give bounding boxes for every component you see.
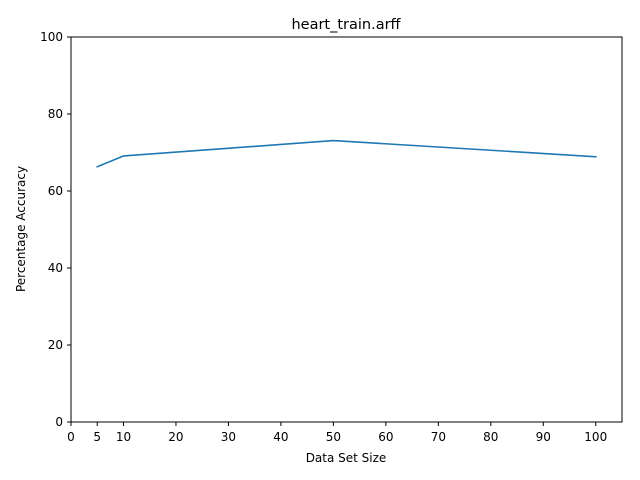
x-tick-label: 5 (93, 430, 101, 444)
x-tick-label: 60 (378, 430, 393, 444)
x-tick-label: 10 (116, 430, 131, 444)
y-tick-label: 100 (40, 30, 63, 44)
y-tick-label: 40 (48, 261, 63, 275)
x-axis-title: Data Set Size (306, 451, 387, 465)
x-tick-label: 20 (168, 430, 183, 444)
y-tick-label: 80 (48, 107, 63, 121)
x-tick-label: 40 (273, 430, 288, 444)
y-tick-label: 20 (48, 338, 63, 352)
x-tick-label: 90 (536, 430, 551, 444)
y-tick-label: 0 (55, 415, 63, 429)
plot-layer (96, 139, 597, 168)
axes-layer: 0 5 10 20 30 40 50 60 70 80 90 100 0 20 40 60 80 100 (40, 30, 623, 444)
x-tick-label: 70 (431, 430, 446, 444)
plot-frame (70, 36, 623, 423)
chart-title: heart_train.arff (291, 17, 401, 33)
x-tick-label: 50 (326, 430, 341, 444)
y-tick-label: 60 (48, 184, 63, 198)
x-tick-label: 30 (221, 430, 236, 444)
x-tick-label: 80 (483, 430, 498, 444)
series-line-0 (96, 139, 597, 168)
x-tick-label: 0 (67, 430, 75, 444)
y-axis-title: Percentage Accuracy (14, 166, 28, 292)
x-tick-label: 100 (584, 430, 607, 444)
